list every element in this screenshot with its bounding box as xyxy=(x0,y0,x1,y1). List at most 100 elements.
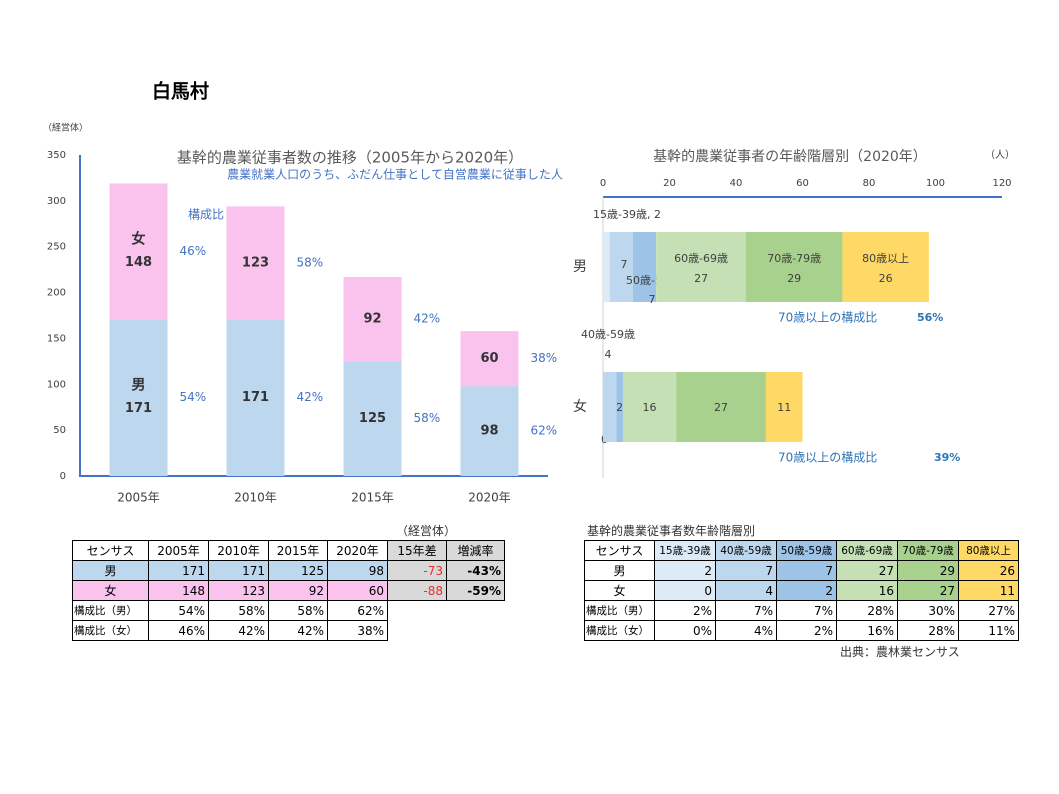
data-label: 80歳以上 xyxy=(862,252,909,265)
table-row: 構成比（男） 54% 58% 58% 62% xyxy=(72,600,505,621)
header-cell: 50歳-59歳 xyxy=(776,540,837,561)
y-tick-label: 250 xyxy=(47,242,66,253)
header-row: センサス 2005年 2010年 2015年 2020年 15年差 増減率 xyxy=(72,540,505,561)
table-cell: 11% xyxy=(958,620,1019,641)
x-tick-label: 60 xyxy=(796,178,809,189)
category-label: 男 xyxy=(573,259,587,275)
x-tick-label: 20 xyxy=(663,178,676,189)
annotation-value: 39% xyxy=(934,451,960,464)
table-cell: 171 xyxy=(208,560,269,581)
table-cell: 26 xyxy=(958,560,1019,581)
bar-segment xyxy=(226,319,285,476)
table-cell: 27% xyxy=(958,600,1019,621)
annotation: 構成比 xyxy=(188,208,224,222)
bar-segment xyxy=(226,206,285,320)
bar-segment xyxy=(745,232,843,302)
x-tick-label: 2010年 xyxy=(234,491,277,505)
x-tick-label: 120 xyxy=(992,178,1011,189)
data-label: 171 xyxy=(242,390,269,405)
data-label: 60 xyxy=(480,351,498,366)
table-cell: 46% xyxy=(148,620,209,641)
table-cell: 98 xyxy=(327,560,388,581)
header-cell: センサス xyxy=(584,540,655,561)
data-label: 15歳-39歳, 2 xyxy=(593,208,661,221)
share-label: 54% xyxy=(180,390,207,404)
table-cell: 54% xyxy=(148,600,209,621)
table-cell: 60 xyxy=(327,580,388,601)
y-tick-label: 350 xyxy=(47,150,66,161)
table-cell: 42% xyxy=(268,620,328,641)
source: 出典：農林業センサス xyxy=(840,645,960,659)
bar-segment xyxy=(632,232,657,302)
y-tick-label: 150 xyxy=(47,333,66,344)
table-cell: 7% xyxy=(776,600,837,621)
data-label: 98 xyxy=(480,424,498,439)
table-cell: 16 xyxy=(836,580,898,601)
data-label: 27 xyxy=(694,272,708,285)
table-cell: 4 xyxy=(715,580,777,601)
y-tick-label: 0 xyxy=(60,471,66,482)
bar-segment xyxy=(842,232,929,302)
table-unit: （経営体） xyxy=(396,524,457,538)
bar-segment xyxy=(460,386,519,476)
data-label: 125 xyxy=(359,411,386,426)
header-cell: 60歳-69歳 xyxy=(836,540,898,561)
bar-segment xyxy=(343,276,402,362)
table-cell: 11 xyxy=(958,580,1019,601)
data-label: 92 xyxy=(363,312,381,327)
header-cell: 40歳-59歳 xyxy=(715,540,777,561)
table-cell: 男 xyxy=(72,560,149,581)
header-cell: 15歳-39歳 xyxy=(654,540,716,561)
x-tick-label: 0 xyxy=(600,178,606,189)
table-cell: 2 xyxy=(776,580,837,601)
data-label: 4 xyxy=(605,348,612,361)
table-cell: 28% xyxy=(897,620,959,641)
header-cell: 2010年 xyxy=(208,540,269,561)
y-tick-label: 300 xyxy=(47,196,66,207)
table-cell: 123 xyxy=(208,580,269,601)
series-label: 女 xyxy=(132,230,146,247)
annotation: 70歳以上の構成比 xyxy=(778,451,877,465)
share-label: 46% xyxy=(180,244,207,258)
table-title: 基幹的農業従事者数年齢階層別 xyxy=(587,524,756,538)
header-cell: 2020年 xyxy=(327,540,388,561)
annotation: 70歳以上の構成比 xyxy=(778,311,877,325)
share-label: 38% xyxy=(531,351,558,365)
bar-segment xyxy=(616,372,623,442)
x-tick-label: 2020年 xyxy=(468,491,511,505)
share-label: 62% xyxy=(531,424,558,438)
table-cell: 27 xyxy=(836,560,898,581)
header-cell: センサス xyxy=(72,540,149,561)
table-cell: 148 xyxy=(148,580,209,601)
table-cell: 構成比（男） xyxy=(72,600,149,621)
table-row: 女 148 123 92 60 -88 -59% xyxy=(72,580,505,601)
bar-segment xyxy=(603,372,617,442)
table-cell: 92 xyxy=(268,580,328,601)
table-cell: 構成比（女） xyxy=(72,620,149,641)
table-cell: 30% xyxy=(897,600,959,621)
data-label: 70歳-79歳 xyxy=(767,252,821,265)
chart-subtitle: 農業就業人口のうち、ふだん仕事として自営農業に従事した人 xyxy=(227,168,563,182)
category-label: 女 xyxy=(573,398,587,415)
table-cell: 4% xyxy=(715,620,777,641)
x-tick-label: 2005年 xyxy=(117,491,160,505)
share-label: 58% xyxy=(297,255,324,269)
y-axis-label: （経営体） xyxy=(43,122,88,134)
bar-segment xyxy=(676,372,766,442)
table-row: 男 171 171 125 98 -73 -43% xyxy=(72,560,505,581)
data-label: 148 xyxy=(125,255,152,270)
page-title: 白馬村 xyxy=(152,80,209,103)
series-label: 男 xyxy=(132,378,146,394)
chart-title: 基幹的農業従事者数の推移（2005年から2020年） xyxy=(177,149,523,167)
table-cell: 16% xyxy=(836,620,898,641)
data-label: 123 xyxy=(242,255,269,270)
data-label: 29 xyxy=(787,272,801,285)
table-cell: 構成比（女） xyxy=(584,620,655,641)
table-cell: 女 xyxy=(72,580,149,601)
table-cell: 7% xyxy=(715,600,777,621)
table-cell: 38% xyxy=(327,620,388,641)
header-cell: 増減率 xyxy=(446,540,505,561)
chart-title: 基幹的農業従事者の年齢階層別（2020年） xyxy=(653,148,927,165)
